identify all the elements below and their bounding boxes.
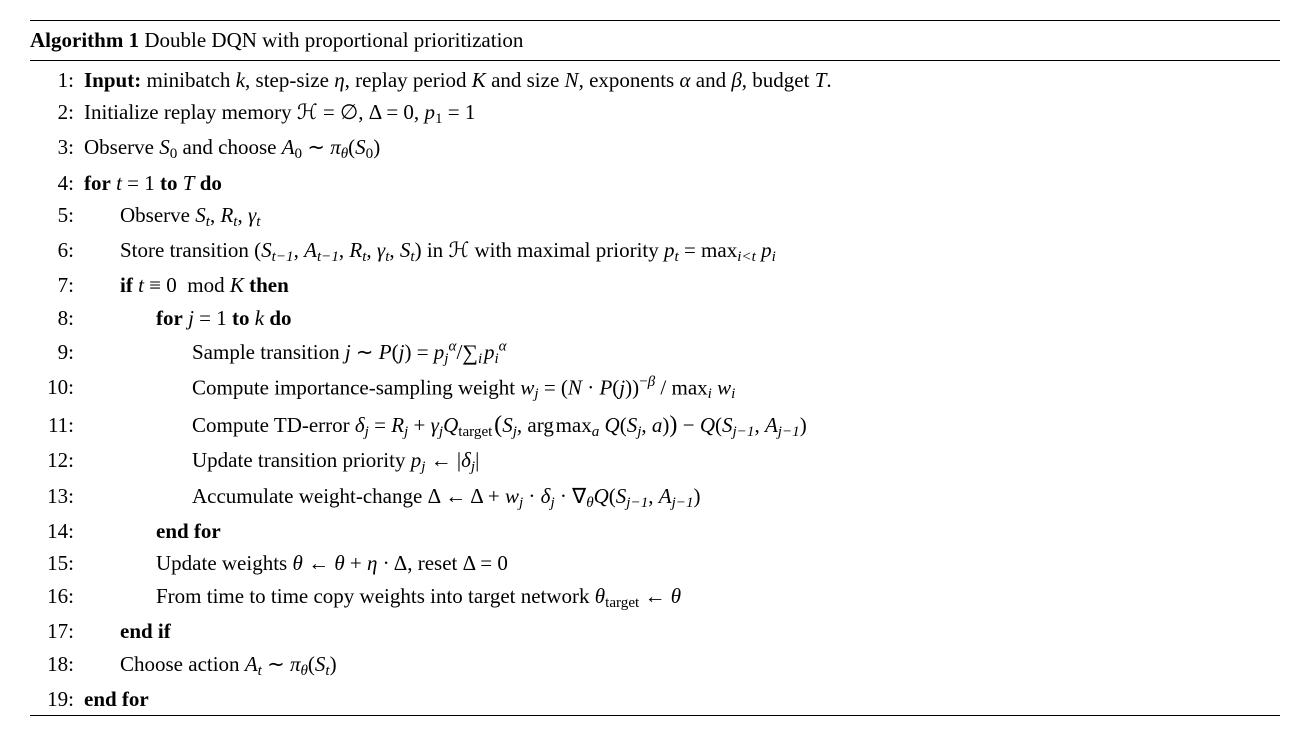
line-body: end for (84, 683, 1280, 716)
algo-line: 3:Observe S0 and choose A0 ∼ πθ(S0) (30, 131, 1280, 166)
algo-line: 7:if t ≡ 0 mod K then (30, 269, 1280, 302)
algo-line: 13:Accumulate weight-change Δ ← Δ + wj ·… (30, 480, 1280, 515)
algo-line: 9:Sample transition j ∼ P(j) = pjα/∑i pi… (30, 335, 1280, 371)
line-number: 11: (30, 409, 84, 442)
algo-line: 4:for t = 1 to T do (30, 167, 1280, 200)
algo-line: 10:Compute importance-sampling weight wj… (30, 371, 1280, 407)
algo-line: 19:end for (30, 683, 1280, 716)
algo-line: 6:Store transition (St−1, At−1, Rt, γt, … (30, 234, 1280, 269)
line-body: for j = 1 to k do (84, 302, 1280, 335)
line-number: 8: (30, 302, 84, 335)
line-body: Update weights θ ← θ + η · Δ, reset Δ = … (84, 547, 1280, 580)
line-number: 7: (30, 269, 84, 302)
algo-line: 1:Input: minibatch k, step-size η, repla… (30, 64, 1280, 97)
line-body: Store transition (St−1, At−1, Rt, γt, St… (84, 234, 1280, 269)
algo-line: 2:Initialize replay memory ℋ = ∅, Δ = 0,… (30, 96, 1280, 131)
line-body: Accumulate weight-change Δ ← Δ + wj · δj… (84, 480, 1280, 515)
line-number: 18: (30, 648, 84, 681)
rule-bottom (30, 715, 1280, 716)
line-body: for t = 1 to T do (84, 167, 1280, 200)
algo-line: 12:Update transition priority pj ← |δj| (30, 444, 1280, 479)
line-body: Initialize replay memory ℋ = ∅, Δ = 0, p… (84, 96, 1280, 131)
algorithm-block: Algorithm 1 Double DQN with proportional… (30, 20, 1280, 716)
line-body: Input: minibatch k, step-size η, replay … (84, 64, 1280, 97)
line-number: 15: (30, 547, 84, 580)
line-number: 2: (30, 96, 84, 129)
line-number: 19: (30, 683, 84, 716)
line-body: Update transition priority pj ← |δj| (84, 444, 1280, 479)
line-number: 9: (30, 336, 84, 369)
algo-line: 5:Observe St, Rt, γt (30, 199, 1280, 234)
line-number: 6: (30, 234, 84, 267)
algo-line: 16:From time to time copy weights into t… (30, 580, 1280, 615)
line-body: end for (84, 515, 1280, 548)
algorithm-number: Algorithm 1 (30, 28, 139, 52)
line-body: Observe St, Rt, γt (84, 199, 1280, 234)
line-number: 5: (30, 199, 84, 232)
line-body: Compute importance-sampling weight wj = … (84, 371, 1280, 407)
line-number: 12: (30, 444, 84, 477)
algo-line: 8:for j = 1 to k do (30, 302, 1280, 335)
algorithm-title: Algorithm 1 Double DQN with proportional… (30, 21, 1280, 60)
line-body: Sample transition j ∼ P(j) = pjα/∑i piα (84, 335, 1280, 371)
line-number: 1: (30, 64, 84, 97)
algo-line: 11:Compute TD-error δj = Rj + γjQtarget … (30, 406, 1280, 444)
line-number: 17: (30, 615, 84, 648)
line-body: end if (84, 615, 1280, 648)
line-number: 4: (30, 167, 84, 200)
line-body: Observe S0 and choose A0 ∼ πθ(S0) (84, 131, 1280, 166)
line-number: 3: (30, 131, 84, 164)
algorithm-name: Double DQN with proportional prioritizat… (139, 28, 523, 52)
line-body: Compute TD-error δj = Rj + γjQtarget (Sj… (84, 406, 1280, 444)
line-number: 10: (30, 371, 84, 404)
line-number: 13: (30, 480, 84, 513)
algo-line: 18:Choose action At ∼ πθ(St) (30, 648, 1280, 683)
line-body: if t ≡ 0 mod K then (84, 269, 1280, 302)
algo-line: 15:Update weights θ ← θ + η · Δ, reset Δ… (30, 547, 1280, 580)
line-body: Choose action At ∼ πθ(St) (84, 648, 1280, 683)
line-number: 14: (30, 515, 84, 548)
line-number: 16: (30, 580, 84, 613)
algorithm-body: 1:Input: minibatch k, step-size η, repla… (30, 61, 1280, 716)
line-body: From time to time copy weights into targ… (84, 580, 1280, 615)
algo-line: 14:end for (30, 515, 1280, 548)
algo-line: 17:end if (30, 615, 1280, 648)
